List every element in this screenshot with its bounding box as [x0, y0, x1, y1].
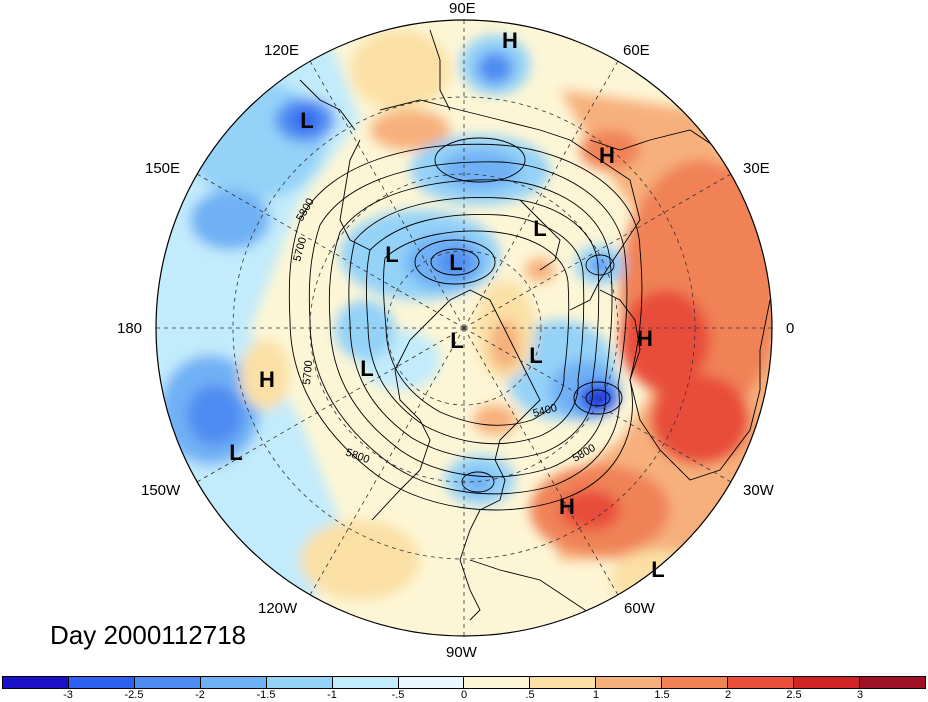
colorbar-tick-label: 1: [592, 689, 600, 701]
colorbar-segment: [266, 677, 333, 688]
day-title: Day 2000112718: [50, 620, 247, 650]
height-contours: [288, 137, 643, 511]
colorbar-segment: [596, 677, 663, 688]
colorbar-segment: [3, 677, 69, 688]
colorbar-tick-label: 1.5: [654, 689, 670, 701]
colorbar: [2, 676, 926, 689]
lon-label-120w: 120W: [258, 600, 298, 617]
colorbar-tick-label: -1.5: [256, 689, 276, 701]
colorbar-segment: [68, 677, 135, 688]
colorbar-tick-label: -2.5: [124, 689, 144, 701]
lon-label-90w: 90W: [446, 644, 477, 661]
lon-label-90e: 90E: [449, 0, 476, 17]
colorbar-segment: [530, 677, 597, 688]
lon-label-60e: 60E: [623, 42, 650, 59]
lon-label-150w: 150W: [141, 482, 181, 499]
colorbar-tick-label: -.5: [391, 689, 405, 701]
colorbar-tick-label: -1: [327, 689, 337, 701]
colorbar-segment: [134, 677, 201, 688]
lon-label-30e: 30E: [743, 160, 770, 177]
low-center: L: [300, 108, 313, 133]
colorbar-segment: [728, 677, 795, 688]
colorbar-tick-label: 0: [460, 689, 468, 701]
low-center: L: [360, 356, 373, 381]
high-center: H: [502, 28, 518, 53]
colorbar-segment: [859, 677, 925, 688]
lon-label-180: 180: [117, 320, 143, 337]
contour-label: 5700: [301, 360, 315, 385]
colorbar-tick-label: 2: [724, 689, 732, 701]
low-center: L: [449, 250, 462, 275]
colorbar-segment: [200, 677, 267, 688]
colorbar-segment: [398, 677, 465, 688]
colorbar-tick-label: 2.5: [786, 689, 802, 701]
high-center: H: [559, 494, 575, 519]
low-center: L: [651, 557, 664, 582]
low-center: L: [529, 343, 542, 368]
lon-label-120e: 120E: [264, 42, 300, 59]
colorbar-tick-label: -3: [63, 689, 73, 701]
low-center: L: [533, 216, 546, 241]
map-boundary: [155, 19, 773, 637]
colorbar-tick-label: -2: [195, 689, 205, 701]
lon-label-60w: 60W: [624, 600, 655, 617]
lon-label-150e: 150E: [145, 160, 181, 177]
colorbar-segment: [794, 677, 860, 688]
high-center: H: [599, 143, 615, 168]
colorbar-segment: [464, 677, 531, 688]
lon-label-30w: 30W: [743, 482, 774, 499]
colorbar-segment: [662, 677, 729, 688]
lon-label-0: 0: [786, 320, 795, 337]
high-center: H: [637, 326, 653, 351]
pressure-centers: H L H L L L L L L H H L H L: [229, 28, 664, 582]
colorbar-tick-label: 3: [856, 689, 864, 701]
low-center: L: [450, 328, 463, 353]
low-center: L: [385, 242, 398, 267]
colorbar-segment: [332, 677, 399, 688]
high-center: H: [259, 367, 275, 392]
low-center: L: [229, 440, 242, 465]
colorbar-tick-label: .5: [525, 689, 535, 701]
